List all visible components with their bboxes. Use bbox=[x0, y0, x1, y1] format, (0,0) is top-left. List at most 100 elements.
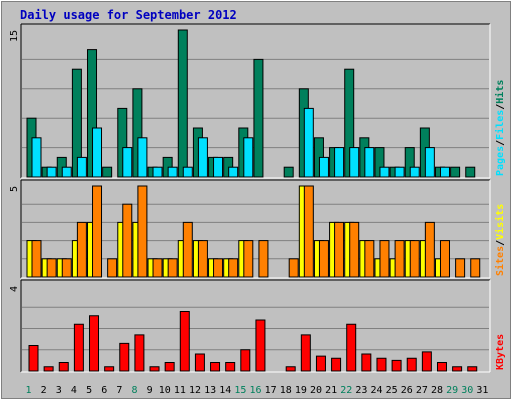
bar-sites-day-9 bbox=[152, 258, 163, 278]
day-label-21: 21 bbox=[325, 385, 337, 396]
bar-sites-day-24 bbox=[379, 240, 390, 278]
bar-kbytes-day-21 bbox=[331, 357, 342, 372]
day-label-9: 9 bbox=[147, 385, 153, 396]
y-max-label: 5 bbox=[9, 186, 20, 192]
day-label-22: 22 bbox=[340, 385, 352, 396]
bar-files-day-4 bbox=[76, 156, 87, 178]
day-label-4: 4 bbox=[71, 385, 77, 396]
day-label-13: 13 bbox=[204, 385, 216, 396]
bar-kbytes-day-27 bbox=[421, 351, 432, 372]
day-label-6: 6 bbox=[101, 385, 107, 396]
day-label-24: 24 bbox=[371, 385, 383, 396]
bar-kbytes-day-5 bbox=[89, 315, 100, 372]
legend-files: Files bbox=[494, 110, 506, 140]
bar-hits-day-30 bbox=[465, 166, 476, 178]
day-label-20: 20 bbox=[310, 385, 322, 396]
panel-legend: Sites/Visits bbox=[494, 204, 506, 276]
day-label-1: 1 bbox=[26, 385, 32, 396]
y-max-label: 4 bbox=[9, 286, 20, 292]
bar-files-day-13 bbox=[213, 156, 224, 178]
bar-kbytes-day-11 bbox=[179, 311, 190, 372]
panel-kbytes: 4 KBytes bbox=[9, 279, 506, 373]
bar-files-day-24 bbox=[379, 166, 390, 178]
bar-kbytes-day-1 bbox=[28, 345, 39, 372]
bar-files-day-12 bbox=[197, 137, 208, 178]
day-label-10: 10 bbox=[159, 385, 171, 396]
legend-visits: Visits bbox=[494, 204, 506, 240]
bar-kbytes-day-6 bbox=[104, 366, 115, 372]
bar-sites-day-23 bbox=[364, 240, 375, 278]
bar-kbytes-day-30 bbox=[467, 366, 478, 372]
legend-separator: / bbox=[495, 104, 506, 110]
bar-sites-day-20 bbox=[318, 240, 329, 278]
bar-hits-day-11 bbox=[177, 29, 188, 178]
bar-files-day-11 bbox=[182, 166, 193, 178]
legend-separator: / bbox=[495, 140, 506, 146]
bar-files-day-22 bbox=[349, 147, 360, 178]
bar-sites-day-5 bbox=[92, 185, 103, 278]
bar-files-day-5 bbox=[92, 127, 103, 178]
bar-kbytes-day-18 bbox=[285, 366, 296, 372]
day-label-16: 16 bbox=[249, 385, 261, 396]
bar-sites-day-10 bbox=[167, 258, 178, 278]
legend-sites: Sites bbox=[494, 246, 506, 276]
day-label-28: 28 bbox=[431, 385, 443, 396]
bar-sites-day-13 bbox=[213, 258, 224, 278]
day-label-26: 26 bbox=[401, 385, 413, 396]
bar-files-day-23 bbox=[364, 147, 375, 178]
bar-kbytes-day-3 bbox=[58, 362, 69, 372]
bar-kbytes-day-8 bbox=[134, 334, 145, 372]
bar-sites-day-8 bbox=[137, 185, 148, 278]
day-label-25: 25 bbox=[386, 385, 398, 396]
bar-files-day-25 bbox=[394, 166, 405, 178]
day-label-7: 7 bbox=[116, 385, 122, 396]
bar-sites-day-3 bbox=[61, 258, 72, 278]
day-label-17: 17 bbox=[265, 385, 277, 396]
bar-files-day-15 bbox=[243, 137, 254, 178]
bar-kbytes-day-29 bbox=[452, 366, 463, 372]
bar-kbytes-day-12 bbox=[194, 353, 205, 372]
bar-sites-day-21 bbox=[334, 221, 345, 278]
day-label-19: 19 bbox=[295, 385, 307, 396]
bar-kbytes-day-15 bbox=[240, 349, 251, 372]
bar-sites-day-28 bbox=[439, 240, 450, 278]
bar-kbytes-day-24 bbox=[376, 357, 387, 372]
day-label-29: 29 bbox=[446, 385, 458, 396]
bar-sites-day-30 bbox=[470, 258, 481, 278]
bar-files-day-26 bbox=[409, 166, 420, 178]
bar-files-day-3 bbox=[61, 166, 72, 178]
bar-files-day-2 bbox=[46, 166, 57, 178]
bar-sites-day-26 bbox=[409, 240, 420, 278]
bar-files-day-28 bbox=[439, 166, 450, 178]
day-label-5: 5 bbox=[86, 385, 92, 396]
day-label-30: 30 bbox=[461, 385, 473, 396]
legend-hits: Hits bbox=[494, 80, 506, 104]
bar-kbytes-day-28 bbox=[436, 362, 447, 372]
bar-kbytes-day-2 bbox=[43, 366, 54, 372]
bar-files-day-14 bbox=[228, 166, 239, 178]
bar-sites-day-18 bbox=[288, 258, 299, 278]
bar-sites-day-25 bbox=[394, 240, 405, 278]
bar-files-day-1 bbox=[31, 137, 42, 178]
bar-files-day-27 bbox=[424, 147, 435, 178]
bar-files-day-9 bbox=[152, 166, 163, 178]
bar-kbytes-day-9 bbox=[149, 366, 160, 372]
bar-files-day-19 bbox=[303, 107, 314, 178]
bar-kbytes-day-23 bbox=[361, 353, 372, 372]
bar-sites-day-27 bbox=[424, 221, 435, 278]
bar-hits-day-29 bbox=[450, 166, 461, 178]
bar-sites-day-19 bbox=[303, 185, 314, 278]
bar-kbytes-day-22 bbox=[346, 323, 357, 372]
bar-kbytes-day-16 bbox=[255, 319, 266, 372]
bar-kbytes-day-25 bbox=[391, 359, 402, 372]
bar-sites-day-16 bbox=[258, 240, 269, 278]
day-label-27: 27 bbox=[416, 385, 428, 396]
y-max-label: 15 bbox=[9, 30, 20, 42]
panel-visits-sites: 5 Sites/Visits bbox=[9, 179, 506, 279]
day-label-23: 23 bbox=[355, 385, 367, 396]
bar-kbytes-day-26 bbox=[406, 357, 417, 372]
